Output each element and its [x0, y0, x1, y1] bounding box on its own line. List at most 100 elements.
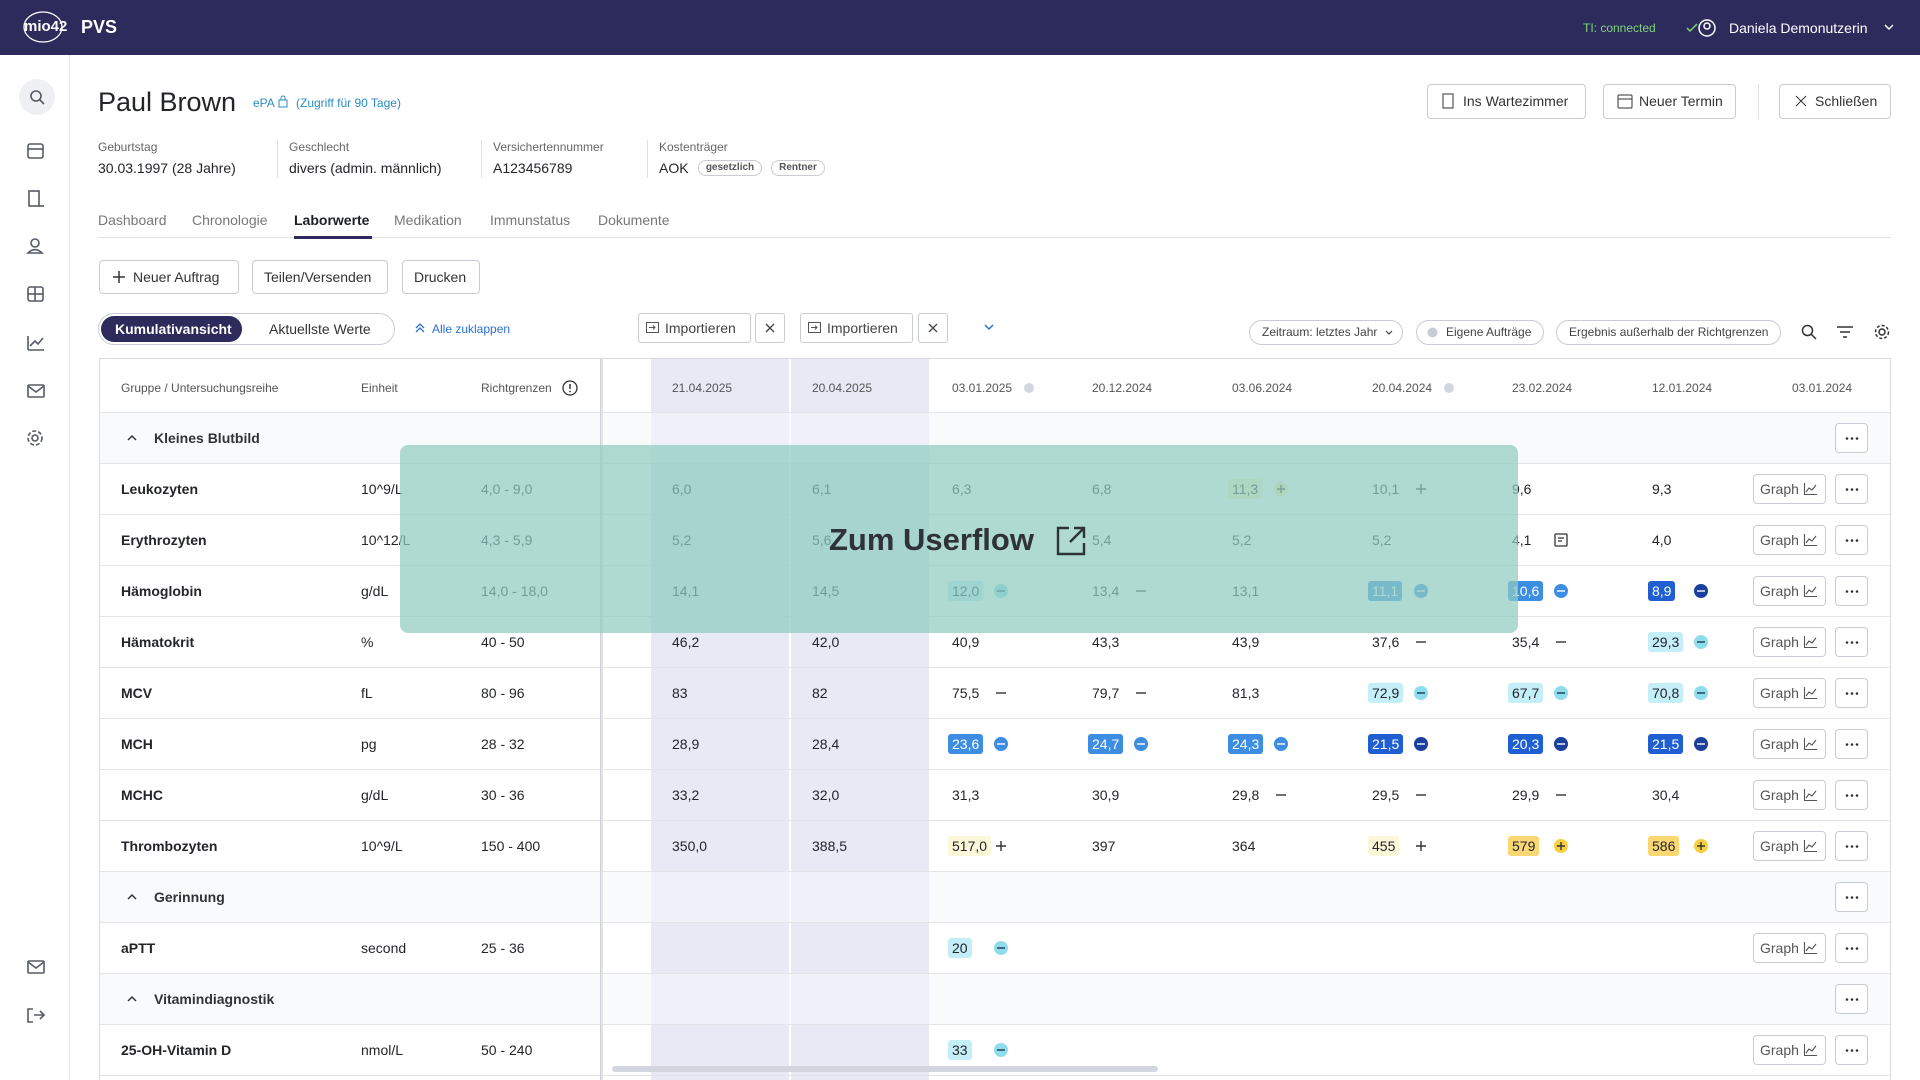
tab[interactable]: Laborwerte — [294, 212, 370, 228]
app-name: PVS — [81, 17, 118, 37]
graph-button[interactable] — [1753, 1035, 1826, 1065]
more-button[interactable] — [1835, 1035, 1868, 1065]
lab-value: 79,7 — [1092, 685, 1120, 701]
graph-button[interactable] — [1753, 525, 1826, 555]
import-button[interactable] — [800, 313, 913, 343]
lab-value: 364 — [1232, 838, 1256, 854]
group-name: Kleines Blutbild — [154, 430, 260, 446]
field-divider — [647, 140, 648, 178]
date-header: 20.12.2024 — [1092, 381, 1153, 395]
lab-value: 8,9 — [1648, 581, 1676, 601]
graph-icon — [1803, 1044, 1817, 1057]
lab-value: 31,3 — [952, 787, 980, 803]
graph-button[interactable] — [1753, 576, 1826, 606]
info-icon — [562, 380, 578, 396]
graph-icon — [1803, 534, 1817, 547]
test-range: 28 - 32 — [481, 736, 525, 752]
lab-value: 30,9 — [1092, 787, 1120, 803]
value-flag — [1694, 686, 1708, 700]
test-name: Thrombozyten — [121, 838, 218, 854]
column-header: Einheit — [361, 381, 398, 395]
group-name: Gerinnung — [154, 889, 225, 905]
top-button[interactable] — [1603, 84, 1736, 119]
graph-button[interactable] — [1753, 627, 1826, 657]
tab[interactable]: Dokumente — [598, 212, 670, 228]
collapse-all[interactable]: Alle zuklappen — [432, 322, 511, 336]
search-icon[interactable] — [1801, 324, 1817, 340]
view-option[interactable]: Aktuellste Werte — [269, 321, 371, 337]
group-chevron[interactable] — [127, 893, 137, 900]
more-button[interactable] — [1835, 729, 1868, 759]
more-icon — [1845, 743, 1859, 746]
chevron — [1385, 330, 1393, 335]
view-active-pill[interactable] — [101, 316, 242, 342]
lab-value: 397 — [1092, 838, 1116, 854]
field-value: 30.03.1997 (28 Jahre) — [98, 160, 236, 176]
scrollbar — [612, 1066, 1158, 1072]
value-flag — [1556, 641, 1566, 643]
date-header: 20.04.2024 — [1372, 381, 1433, 395]
tab[interactable]: Dashboard — [98, 212, 167, 228]
graph-label: Graph — [1760, 481, 1799, 497]
graph-label: Graph — [1760, 838, 1799, 854]
field-value: A123456789 — [493, 160, 573, 176]
tab[interactable]: Immunstatus — [490, 212, 571, 228]
graph-button[interactable] — [1753, 474, 1826, 504]
field-label: Geschlecht — [289, 140, 350, 154]
graph-label: Graph — [1760, 583, 1799, 599]
close-icon — [765, 323, 775, 333]
logo-mark — [23, 11, 63, 43]
view-option[interactable]: Kumulativansicht — [115, 321, 232, 337]
more-button[interactable] — [1835, 423, 1868, 453]
graph-button[interactable] — [1753, 780, 1826, 810]
lab-value: 75,5 — [952, 685, 980, 701]
lab-value: 72,9 — [1368, 683, 1404, 703]
group-chevron[interactable] — [127, 434, 137, 441]
graph-button[interactable] — [1753, 729, 1826, 759]
graph-button[interactable] — [1753, 831, 1826, 861]
external-link-icon[interactable] — [1056, 526, 1086, 556]
action-button[interactable] — [402, 260, 480, 294]
user-icon — [1698, 19, 1716, 37]
lab-value: 33 — [948, 1040, 972, 1060]
lab-value: 350,0 — [672, 838, 708, 854]
tabs-rule — [98, 237, 1891, 238]
top-button[interactable] — [1779, 84, 1891, 119]
graph-icon — [1803, 789, 1817, 802]
lab-value: 23,6 — [948, 734, 984, 754]
lab-value: 29,9 — [1512, 787, 1540, 803]
test-range: 150 - 400 — [481, 838, 541, 854]
graph-button[interactable] — [1753, 678, 1826, 708]
table-header-rule — [99, 412, 1891, 413]
userflow-label[interactable]: Zum Userflow — [829, 522, 1034, 557]
top-button-label: Schließen — [1815, 93, 1878, 109]
graph-label: Graph — [1760, 787, 1799, 803]
userflow-overlay[interactable] — [400, 445, 1518, 633]
date-header: 20.04.2025 — [812, 381, 873, 395]
lab-value: 67,7 — [1508, 683, 1544, 703]
lab-value: 32,0 — [812, 787, 840, 803]
filter-chip[interactable] — [1249, 320, 1403, 345]
test-name: Leukozyten — [121, 481, 199, 497]
more-button[interactable] — [1835, 780, 1868, 810]
action-button[interactable] — [252, 260, 388, 294]
graph-label: Graph — [1760, 634, 1799, 650]
settings-icon[interactable] — [1874, 324, 1890, 340]
filter-icon[interactable] — [1837, 326, 1853, 338]
graph-button[interactable] — [1753, 933, 1826, 963]
import-label: Importieren — [665, 320, 736, 336]
group-chevron[interactable] — [127, 995, 137, 1002]
table-row — [100, 821, 1890, 872]
test-name: MCHC — [121, 787, 163, 803]
user-chevron[interactable] — [1884, 24, 1894, 32]
test-name: Hämatokrit — [121, 634, 195, 650]
table-row — [100, 1025, 1890, 1076]
date-header: 21.04.2025 — [672, 381, 733, 395]
lab-value: 24,7 — [1088, 734, 1124, 754]
value-flag — [1416, 641, 1426, 643]
tab[interactable]: Medikation — [394, 212, 462, 228]
top-button-icon — [1795, 95, 1807, 107]
tab[interactable]: Chronologie — [192, 212, 268, 228]
filter-chip[interactable] — [1556, 320, 1781, 345]
import-button[interactable] — [638, 313, 751, 343]
